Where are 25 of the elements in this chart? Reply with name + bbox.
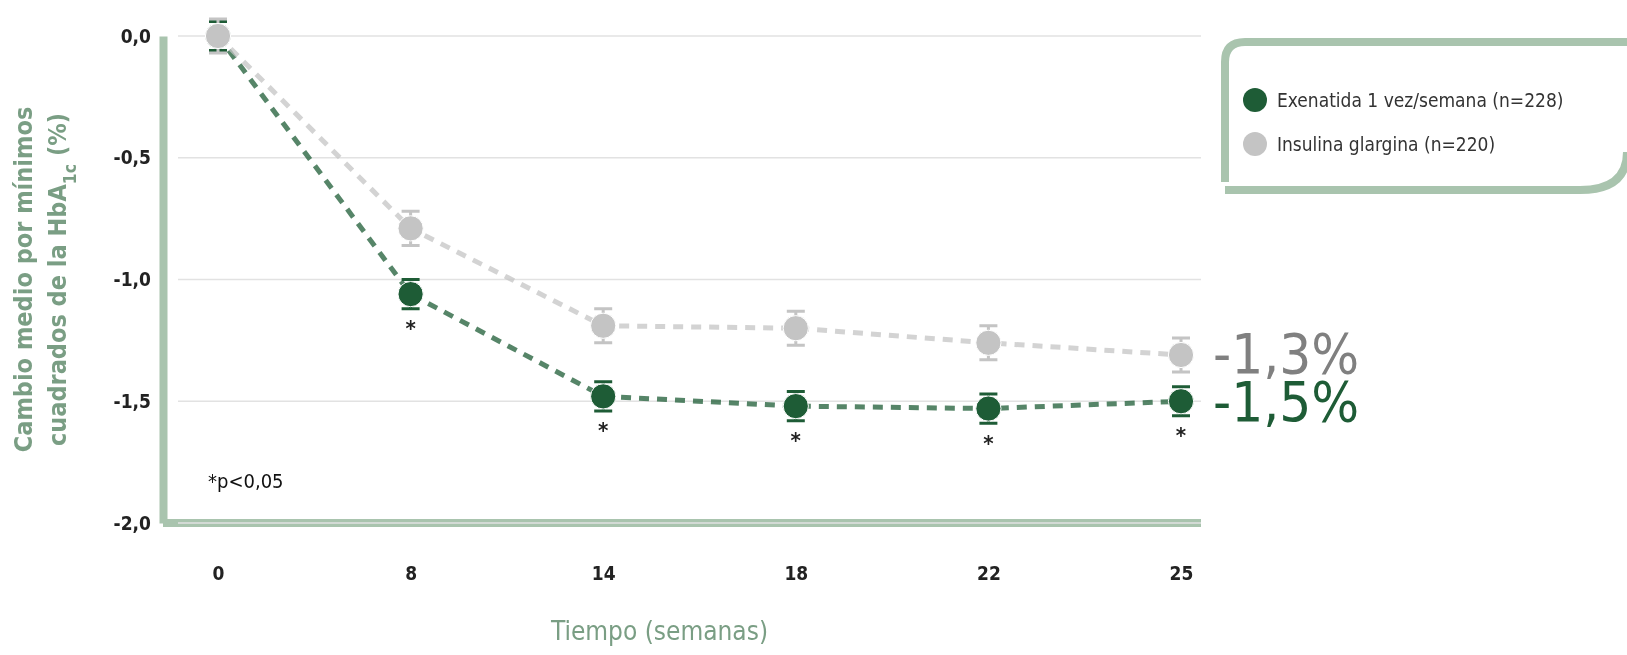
annotation: * [983, 430, 994, 456]
annotation: * [598, 418, 609, 444]
point [782, 315, 809, 342]
y-tick-label: 0,0 [120, 24, 152, 47]
y-tick-label: -0,5 [113, 146, 151, 169]
point [1167, 341, 1195, 369]
annotation: *p<0,05 [208, 469, 284, 493]
x-tick-label: 25 [1169, 561, 1194, 584]
point [397, 215, 424, 242]
y-tick-label: -1,5 [113, 389, 151, 412]
point [590, 312, 617, 339]
annotation: * [1175, 423, 1187, 449]
y-tick-label: -2,0 [113, 511, 152, 534]
x-tick-label: 0 [212, 561, 225, 584]
annotation: * [790, 428, 801, 454]
x-axis-title: Tiempo (semanas) [549, 616, 769, 646]
point [975, 329, 1002, 356]
y-tick-label: -1,0 [113, 268, 152, 291]
x-tick-label: 14 [591, 561, 616, 584]
annotation: * [405, 316, 416, 342]
x-tick-label: 22 [977, 561, 1001, 584]
legend-label: Exenatida 1 vez/semana (n=228) [1277, 89, 1564, 111]
legend-label: Insulina glargina (n=220) [1277, 133, 1496, 155]
x-tick-label: 8 [405, 561, 418, 584]
x-tick-label: 18 [784, 561, 809, 584]
